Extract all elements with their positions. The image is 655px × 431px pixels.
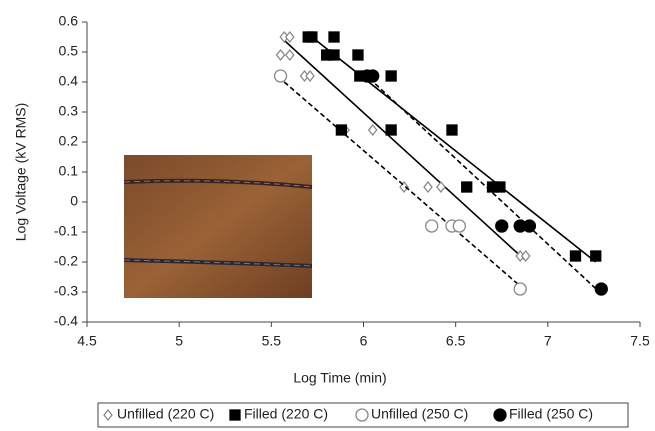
diamond-marker xyxy=(305,69,315,83)
y-tick-label: -0.4 xyxy=(54,313,78,329)
circle-marker xyxy=(452,219,467,233)
square-marker xyxy=(590,250,602,262)
x-tick-label: 6.5 xyxy=(446,333,466,349)
inset-photo xyxy=(123,155,313,298)
circle-marker xyxy=(273,69,288,83)
diamond-marker xyxy=(367,123,378,137)
square-marker xyxy=(306,31,318,43)
square-marker xyxy=(569,250,582,262)
diamond-marker xyxy=(284,30,295,44)
circle-marker xyxy=(594,282,608,296)
circle-marker xyxy=(495,219,509,233)
x-tick-label: 5.5 xyxy=(262,333,282,349)
legend-label: Unfilled (220 C) xyxy=(117,406,214,422)
diamond-marker xyxy=(103,408,113,422)
square-marker xyxy=(352,49,364,61)
x-tick-label: 6 xyxy=(360,333,368,349)
y-tick-label: 0.2 xyxy=(59,133,79,149)
legend-label: Filled (220 C) xyxy=(244,406,328,422)
trend-line xyxy=(280,36,525,260)
diamond-marker xyxy=(399,180,409,194)
y-tick-label: 0.6 xyxy=(59,13,79,29)
circle-marker xyxy=(493,408,507,422)
square-marker xyxy=(385,70,397,82)
x-tick-label: 4.5 xyxy=(77,333,97,349)
square-marker xyxy=(494,181,506,193)
y-tick-label: 0 xyxy=(70,193,78,209)
x-axis-label: Log Time (min) xyxy=(293,370,386,386)
y-tick-label: 0.5 xyxy=(59,43,79,59)
trend-line xyxy=(283,81,521,287)
square-marker xyxy=(461,181,473,193)
x-tick-label: 7.5 xyxy=(630,333,650,349)
square-marker xyxy=(229,409,241,421)
x-tick-label: 5 xyxy=(175,333,183,349)
diamond-marker xyxy=(520,249,531,263)
circle-marker xyxy=(522,219,537,233)
y-tick-label: 0.4 xyxy=(59,73,79,89)
trend-line xyxy=(362,72,600,293)
diamond-marker xyxy=(423,180,433,194)
square-marker xyxy=(328,49,340,61)
circle-marker xyxy=(425,219,439,233)
y-tick-label: -0.3 xyxy=(54,283,78,299)
circle-marker xyxy=(513,282,527,296)
legend-label: Filled (250 C) xyxy=(509,406,593,422)
diamond-marker xyxy=(436,180,446,194)
diamond-marker xyxy=(275,48,286,62)
legend-box xyxy=(97,402,629,428)
x-tick-label: 7 xyxy=(544,333,552,349)
square-marker xyxy=(328,31,340,43)
y-axis-label: Log Voltage (kV RMS) xyxy=(13,103,29,242)
square-marker xyxy=(446,124,458,136)
square-marker xyxy=(335,124,348,136)
y-tick-label: -0.1 xyxy=(54,223,78,239)
circle-marker xyxy=(355,408,369,422)
legend-label: Unfilled (250 C) xyxy=(371,406,468,422)
y-tick-label: 0.3 xyxy=(59,103,79,119)
y-tick-label: 0.1 xyxy=(59,163,79,179)
y-tick-label: -0.2 xyxy=(54,253,78,269)
square-marker xyxy=(385,124,397,136)
circle-marker xyxy=(366,69,380,83)
diamond-marker xyxy=(284,48,295,62)
